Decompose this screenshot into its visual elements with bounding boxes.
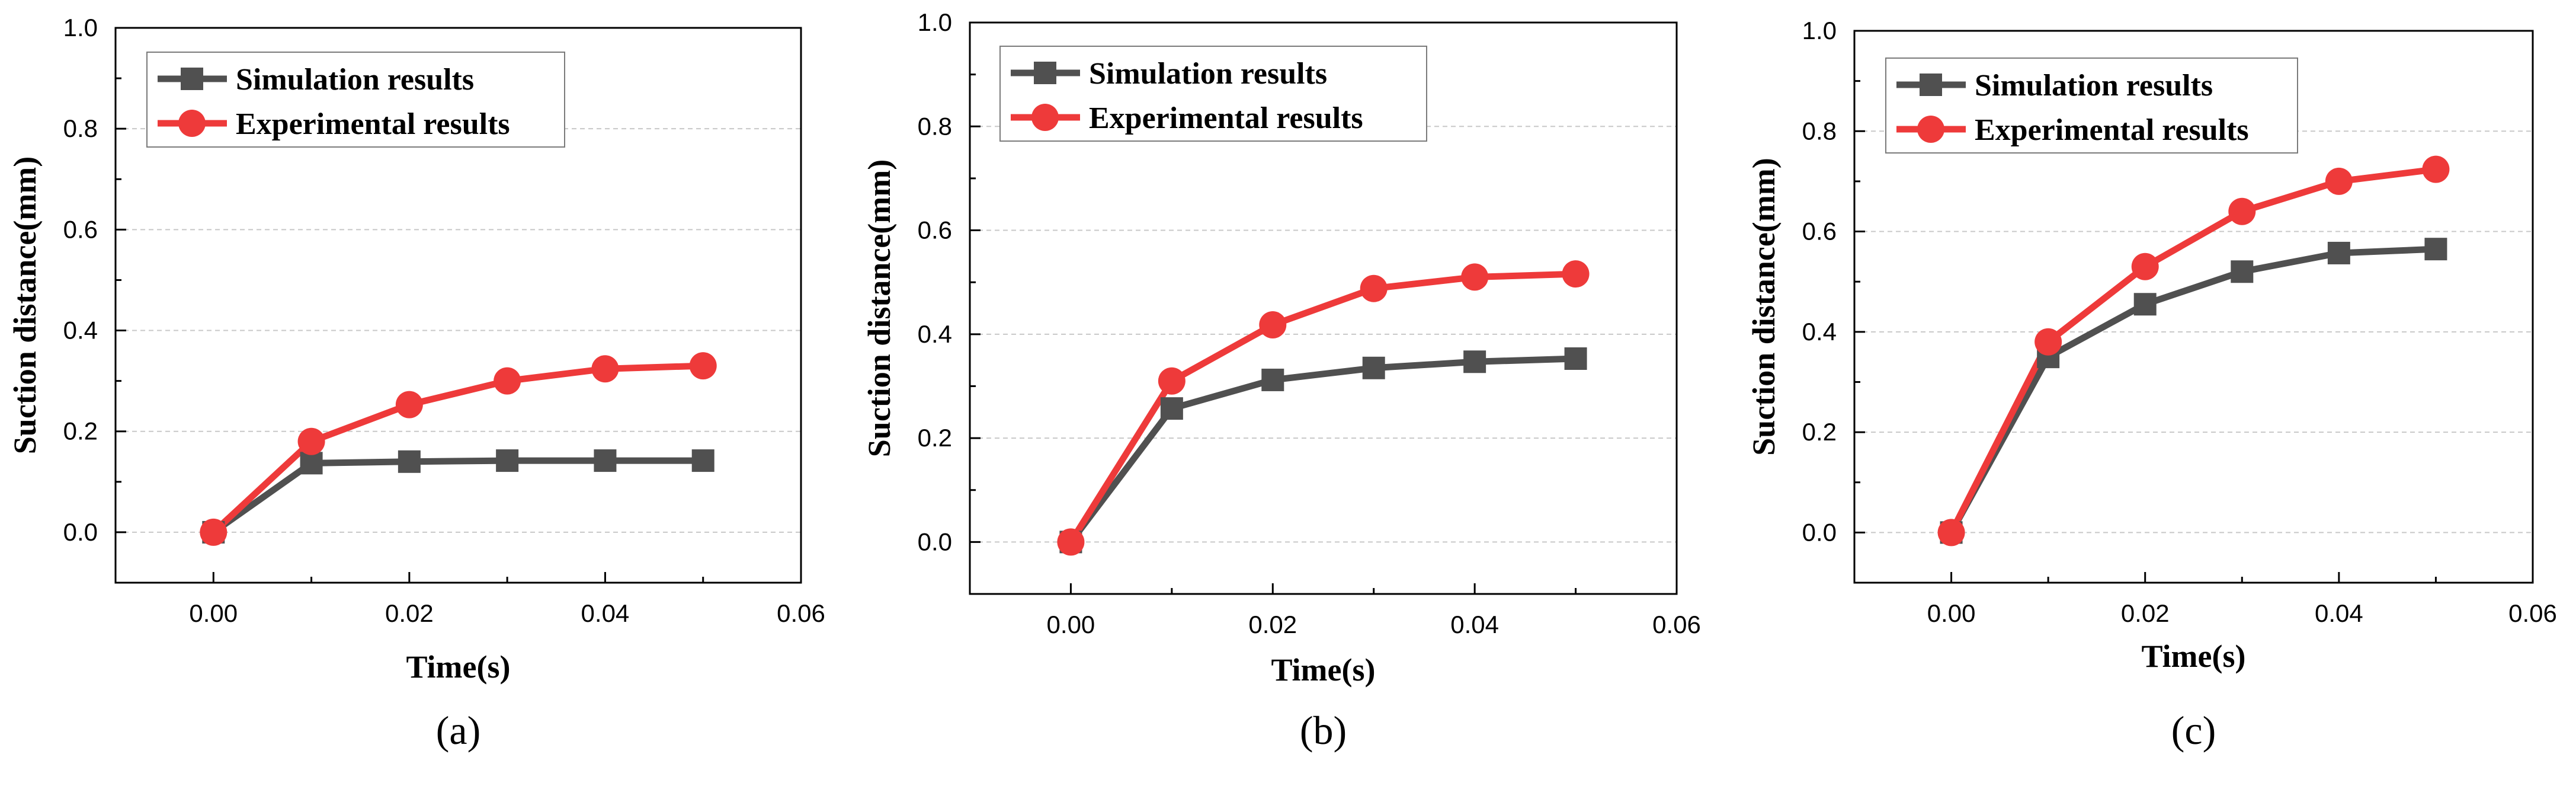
data-point-simulation (2327, 241, 2350, 264)
y-axis-title: Suction distance(mm) (861, 159, 897, 457)
data-point-simulation (1463, 350, 1486, 373)
x-tick-label: 0.06 (777, 599, 825, 627)
panel-label: (c) (2171, 708, 2216, 753)
series-line-experimental (1948, 166, 2437, 534)
x-axis-title: Time(s) (1271, 652, 1376, 688)
plot-area-frame (969, 21, 1678, 595)
data-point-experimental (1259, 311, 1287, 339)
x-tick-label: 0.02 (385, 599, 434, 627)
y-tick-label: 0.6 (63, 215, 98, 243)
data-point-experimental (2325, 167, 2353, 195)
legend-box (146, 52, 565, 148)
series-line-experimental (1068, 270, 1576, 544)
legend-label-experimental: Experimental results (1089, 101, 1363, 135)
x-tick-label: 0.00 (1047, 611, 1095, 638)
data-point-experimental (2228, 197, 2256, 225)
y-tick-label: 0.6 (1802, 218, 1837, 245)
y-tick-label: 0.8 (63, 114, 98, 142)
data-point-simulation (2231, 260, 2254, 283)
data-point-simulation (496, 449, 519, 472)
data-point-simulation (2424, 238, 2447, 261)
y-tick-label: 0.8 (918, 112, 952, 140)
data-point-simulation (1261, 368, 1284, 391)
chart-panel-a: 0.0 0.2 0.4 0.6 0.8 1.0 0.00 0.02 0.04 0.06 Time(s… (7, 14, 825, 753)
legend-label-simulation: Simulation results (236, 63, 474, 97)
x-axis-title: Time(s) (2142, 638, 2246, 674)
data-point-simulation (398, 450, 421, 473)
x-tick-label: 0.06 (1652, 611, 1701, 638)
y-tick-label: 0.0 (1802, 518, 1837, 546)
series-line-simulation (1068, 355, 1576, 544)
legend-box (1885, 57, 2298, 154)
data-point-simulation (1564, 347, 1587, 370)
series-line-simulation (1948, 245, 2436, 535)
panel-label: (b) (1300, 708, 1347, 753)
x-tick-label: 0.06 (2508, 599, 2557, 627)
legend-label-experimental: Experimental results (236, 107, 510, 141)
data-point-experimental (1158, 367, 1186, 395)
plot-area-frame (1853, 30, 2534, 584)
x-axis-title: Time(s) (406, 649, 511, 685)
data-point-experimental (1461, 263, 1489, 291)
y-tick-label: 0.8 (1802, 117, 1837, 145)
data-point-simulation (594, 449, 617, 472)
y-tick-label: 0.4 (918, 320, 952, 348)
data-point-experimental (200, 518, 228, 546)
legend-marker-simulation (1034, 62, 1056, 84)
panel-label: (a) (436, 708, 480, 753)
plot-area-frame (114, 27, 802, 584)
data-point-experimental (297, 427, 325, 455)
data-point-simulation (1362, 356, 1385, 379)
y-tick-label: 1.0 (1802, 17, 1837, 44)
data-point-experimental (2131, 253, 2159, 280)
y-tick-label: 1.0 (918, 8, 952, 36)
data-point-simulation (691, 449, 715, 472)
data-point-experimental (2034, 328, 2062, 356)
x-tick-label: 0.04 (1450, 611, 1499, 638)
data-point-experimental (1057, 528, 1085, 556)
legend-marker-experimental (1031, 104, 1059, 131)
y-tick-label: 0.0 (63, 518, 98, 546)
legend-marker-simulation (181, 68, 203, 90)
chart-panel-c: 0.0 0.2 0.4 0.6 0.8 1.0 0.00 0.02 0.04 0.06 Time(s… (1746, 17, 2557, 753)
data-point-experimental (494, 367, 521, 395)
legend-marker-experimental (1917, 116, 1944, 143)
data-point-simulation (300, 452, 323, 475)
x-tick-label: 0.04 (2315, 599, 2363, 627)
chart-panel-b: 0.0 0.2 0.4 0.6 0.8 1.0 0.00 0.02 0.04 0.06 Time(s… (861, 8, 1701, 753)
legend-label-simulation: Simulation results (1975, 69, 2213, 103)
series-line-experimental (211, 362, 703, 535)
y-tick-label: 0.2 (63, 417, 98, 445)
data-point-simulation (2133, 293, 2157, 316)
legend-label-experimental: Experimental results (1975, 113, 2249, 147)
data-point-experimental (395, 391, 423, 418)
legend-marker-simulation (1920, 74, 1942, 96)
x-tick-label: 0.02 (2121, 599, 2170, 627)
series-line-simulation (212, 457, 703, 535)
legend-box (999, 46, 1427, 142)
x-tick-label: 0.00 (189, 599, 238, 627)
x-tick-label: 0.00 (1927, 599, 1976, 627)
legend-marker-experimental (178, 110, 206, 137)
y-tick-label: 0.4 (63, 317, 98, 344)
y-axis-title: Suction distance(mm) (1746, 158, 1782, 455)
legend-label-simulation: Simulation results (1089, 57, 1327, 91)
y-tick-label: 1.0 (63, 14, 98, 41)
data-point-experimental (689, 352, 717, 380)
data-point-experimental (2422, 155, 2450, 183)
y-tick-label: 0.6 (918, 216, 952, 244)
data-point-experimental (1360, 274, 1388, 302)
data-point-experimental (1562, 260, 1590, 288)
y-tick-label: 0.2 (1802, 418, 1837, 446)
x-tick-label: 0.04 (581, 599, 630, 627)
data-point-experimental (1937, 519, 1965, 547)
y-tick-label: 0.0 (918, 528, 952, 555)
y-tick-label: 0.2 (918, 424, 952, 452)
y-tick-label: 0.4 (1802, 318, 1837, 346)
data-point-experimental (591, 355, 619, 383)
x-tick-label: 0.02 (1248, 611, 1297, 638)
data-point-simulation (1160, 397, 1183, 420)
y-axis-title: Suction distance(mm) (7, 156, 43, 454)
